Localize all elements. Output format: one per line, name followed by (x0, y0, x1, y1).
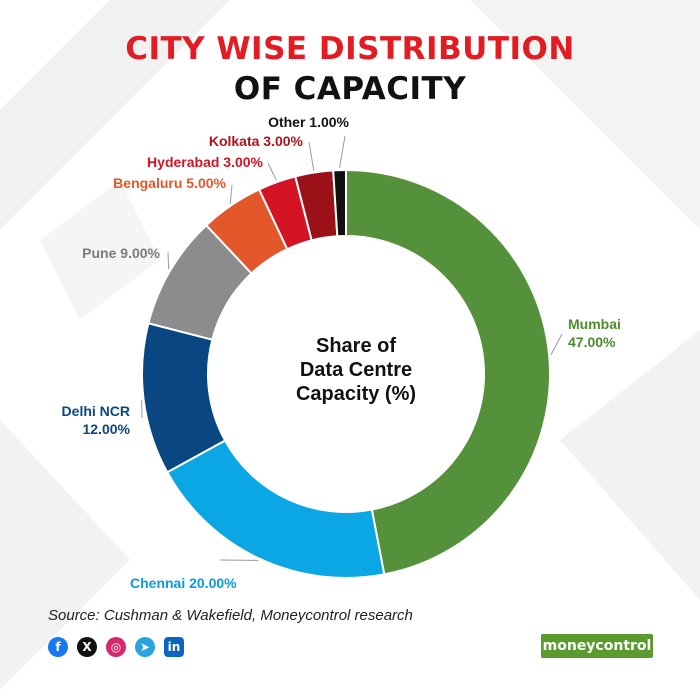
center-label-line-2: Data Centre (300, 359, 412, 381)
data-label-other: Other 1.00% (268, 114, 349, 130)
leader-line-bengaluru (229, 184, 233, 204)
leader-line-kolkata (308, 141, 315, 171)
source-note: Source: Cushman & Wakefield, Moneycontro… (48, 607, 413, 624)
leader-line-hyderabad (267, 162, 277, 181)
facebook-icon[interactable]: f (48, 637, 68, 657)
leader-line-pune (167, 251, 170, 270)
data-label-hyderabad: Hyderabad 3.00% (147, 154, 263, 170)
slice-chennai (165, 439, 386, 579)
slice-mumbai (345, 168, 551, 576)
chart-title-line-1: CITY WISE DISTRIBUTION (125, 31, 575, 67)
moneycontrol-logo: moneycontrol (541, 634, 653, 658)
data-label-mumbai: Mumbai 47.00% (568, 316, 621, 350)
data-label-bengaluru: Bengaluru 5.00% (113, 175, 226, 191)
center-label-line-3: Capacity (%) (296, 383, 416, 405)
data-label-pune: Pune 9.00% (82, 245, 160, 261)
chart-title-line-2: OF CAPACITY (233, 71, 467, 107)
telegram-icon[interactable]: ➤ (135, 637, 155, 657)
social-icons: f X ◎ ➤ in (48, 637, 184, 657)
slice-other (332, 168, 347, 238)
data-label-chennai: Chennai 20.00% (130, 575, 237, 591)
x-icon[interactable]: X (77, 637, 97, 657)
linkedin-icon[interactable]: in (164, 637, 184, 657)
leader-line-mumbai (550, 333, 563, 355)
center-label-line-1: Share of (316, 335, 396, 357)
instagram-icon[interactable]: ◎ (106, 637, 126, 657)
data-label-kolkata: Kolkata 3.00% (209, 133, 304, 149)
leader-line-other (339, 135, 346, 169)
data-label-delhi-ncr: Delhi NCR 12.00% (62, 403, 131, 437)
